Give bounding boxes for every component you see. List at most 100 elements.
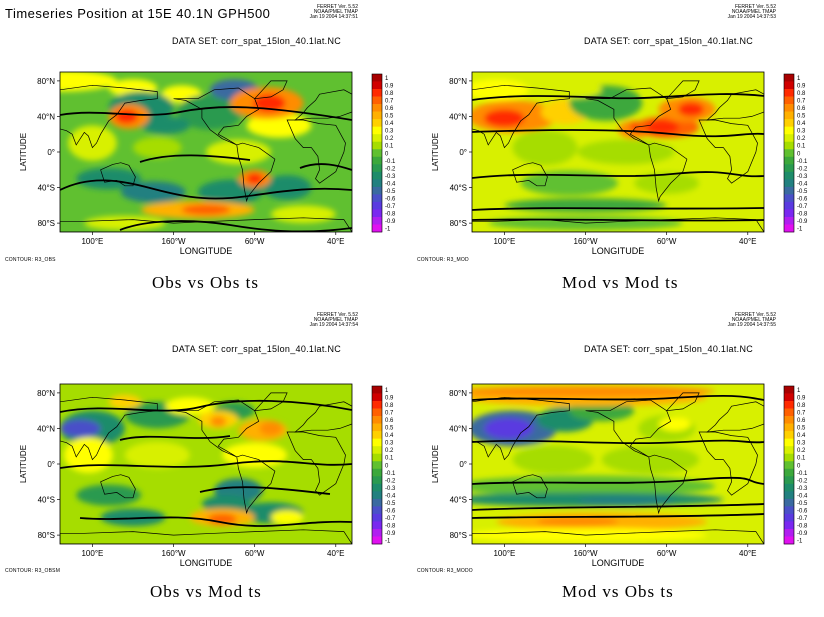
contour-label: CONTOUR: R3_MOD xyxy=(417,257,469,263)
contour-line xyxy=(60,179,352,200)
colorbar-swatch xyxy=(372,96,382,105)
colorbar-swatch xyxy=(784,111,794,120)
colorbar-swatch xyxy=(784,186,794,195)
colorbar-label: 0.5 xyxy=(797,114,806,120)
contour-line xyxy=(472,171,764,179)
colorbar-swatch xyxy=(372,141,382,150)
coastline xyxy=(706,401,764,433)
colorbar-swatch xyxy=(372,119,382,127)
y-tick-label: 40°S xyxy=(450,496,467,505)
colorbar-label: 0.3 xyxy=(797,441,806,447)
contour-line xyxy=(79,516,352,527)
colorbar-swatch xyxy=(784,401,794,409)
coastline xyxy=(236,142,276,203)
x-tick-label: 100°E xyxy=(493,549,515,558)
contour-line xyxy=(139,154,251,163)
coastline xyxy=(236,454,276,515)
colorbar-swatch xyxy=(784,224,794,233)
correlation-region xyxy=(678,102,704,117)
correlation-region xyxy=(60,419,101,438)
correlation-region xyxy=(115,109,138,124)
colorbar-label: 0 xyxy=(385,151,389,157)
plot-area xyxy=(472,72,764,232)
coastline xyxy=(294,401,352,433)
colorbar-swatch xyxy=(372,393,382,402)
x-tick-label: 160°W xyxy=(162,549,187,558)
colorbar-swatch xyxy=(372,483,382,492)
contour-line xyxy=(472,503,764,511)
colorbar-swatch xyxy=(372,401,382,409)
colorbar-swatch xyxy=(372,453,382,462)
colorbar-swatch xyxy=(784,528,794,537)
correlation-region xyxy=(124,441,190,469)
contour-line xyxy=(119,435,231,441)
colorbar-swatch xyxy=(372,149,382,158)
correlation-region xyxy=(108,394,142,409)
x-tick-label: 40°E xyxy=(327,237,344,246)
colorbar-swatch xyxy=(372,74,382,82)
y-tick-label: 80°N xyxy=(37,77,55,86)
plot-area xyxy=(60,72,352,232)
colorbar-swatch xyxy=(372,126,382,135)
colorbar-label: -0.8 xyxy=(797,211,808,217)
contour-label: CONTOUR: R3_OBS xyxy=(5,257,56,263)
colorbar-swatch xyxy=(372,528,382,537)
colorbar-swatch xyxy=(784,416,794,424)
correlation-region xyxy=(60,72,117,92)
panel-obs-vs-obs: FERRET Ver. 5.52 NOAA/PMEL TMAP Jan 19 200… xyxy=(0,0,412,305)
coastline xyxy=(706,89,764,121)
colorbar-swatch xyxy=(784,81,794,90)
colorbar-swatch xyxy=(784,476,794,485)
coastline xyxy=(100,474,136,499)
colorbar-swatch xyxy=(784,386,794,394)
y-tick-label: 80°N xyxy=(449,77,467,86)
colorbar-swatch xyxy=(784,536,794,545)
colorbar-swatch xyxy=(784,96,794,105)
colorbar-label: -0.4 xyxy=(797,181,808,187)
colorbar-frame xyxy=(371,385,383,545)
coastline xyxy=(648,142,688,203)
correlation-region xyxy=(536,516,618,528)
colorbar-swatch xyxy=(784,423,794,432)
dataset-label: DATA SET: corr_spat_15lon_40.1lat.NC xyxy=(584,344,754,354)
colorbar-label: 1 xyxy=(385,76,389,82)
colorbar-swatch xyxy=(784,431,794,439)
contour-line xyxy=(472,439,764,445)
colorbar-label: 0.8 xyxy=(797,403,806,409)
colorbar-label: 0.1 xyxy=(385,456,394,462)
colorbar-swatch xyxy=(372,461,382,470)
y-tick-label: 40°S xyxy=(450,184,467,193)
correlation-region xyxy=(577,496,675,507)
x-tick-label: 100°E xyxy=(81,237,103,246)
correlation-region xyxy=(601,445,700,474)
colorbar-label: 0.8 xyxy=(797,91,806,97)
colorbar-swatch xyxy=(372,446,382,455)
coastline xyxy=(60,396,158,461)
x-axis-title: LONGITUDE xyxy=(592,246,645,255)
colorbar-swatch xyxy=(372,536,382,545)
colorbar-label: -0.7 xyxy=(385,516,396,522)
colorbar-swatch xyxy=(372,521,382,530)
colorbar-label: 0.1 xyxy=(797,144,806,150)
colorbar-label: -0.7 xyxy=(385,204,396,210)
colorbar-swatch xyxy=(372,491,382,500)
colorbar-label: -0.8 xyxy=(385,211,396,217)
coastline xyxy=(472,396,570,461)
colorbar-label: 0.2 xyxy=(385,448,394,454)
colorbar-swatch xyxy=(784,453,794,462)
panel-caption: Obs vs Mod ts xyxy=(150,582,262,601)
contour-line xyxy=(199,486,331,495)
colorbar-swatch xyxy=(372,156,382,165)
y-tick-label: 40°N xyxy=(37,112,55,121)
x-tick-label: 100°E xyxy=(493,237,515,246)
colorbar-swatch xyxy=(372,438,382,447)
colorbar-label: -0.9 xyxy=(385,219,396,225)
coastline xyxy=(648,454,688,515)
colorbar-swatch xyxy=(784,498,794,507)
colorbar-label: 0.7 xyxy=(385,99,394,105)
colorbar-label: -1 xyxy=(797,538,803,544)
colorbar-label: -0.2 xyxy=(385,166,396,172)
colorbar-label: -0.6 xyxy=(385,508,396,514)
colorbar-label: -0.3 xyxy=(797,174,808,180)
colorbar-label: -0.5 xyxy=(385,189,396,195)
